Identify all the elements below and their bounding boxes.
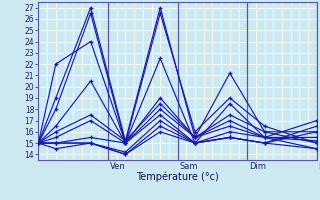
Text: Sam: Sam: [179, 162, 197, 171]
Text: Lun: Lun: [318, 162, 320, 171]
X-axis label: Température (°c): Température (°c): [136, 171, 219, 182]
Text: Dim: Dim: [249, 162, 266, 171]
Text: Ven: Ven: [109, 162, 125, 171]
